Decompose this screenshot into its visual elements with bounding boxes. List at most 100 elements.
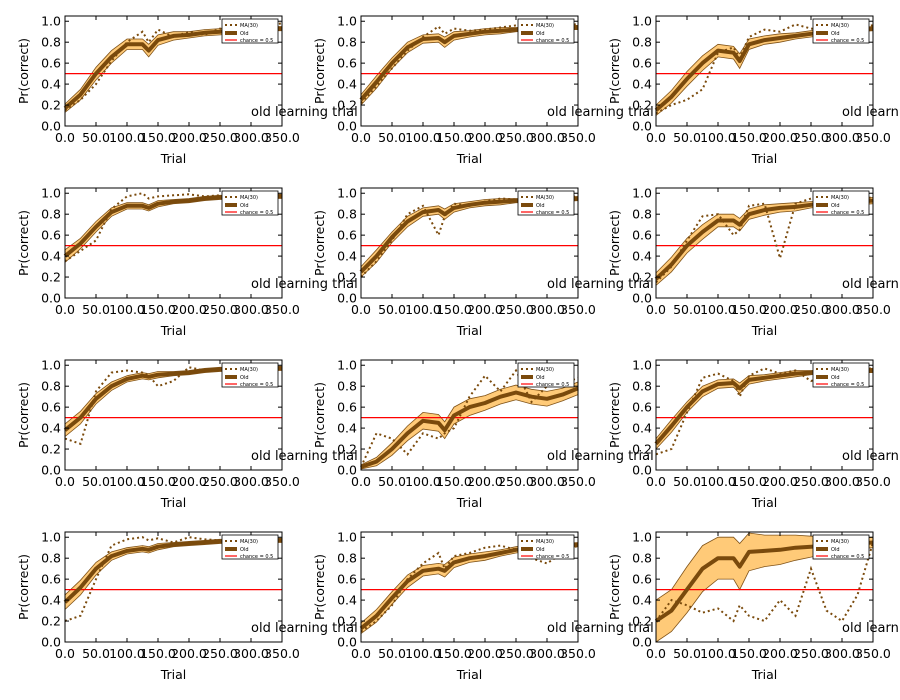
legend-entry: MA(30) xyxy=(536,195,554,201)
x-tick-label: 50.0 xyxy=(378,474,406,489)
legend-entry: chance = 0.5 xyxy=(536,382,569,388)
annotation-text: old learning trial xyxy=(547,277,654,292)
x-tick-label: 100.0 xyxy=(700,130,736,145)
legend-entry: Old xyxy=(831,203,840,209)
x-tick-label: 0.0 xyxy=(646,646,666,661)
x-tick-label: 200.0 xyxy=(762,130,798,145)
y-tick-label: 0.2 xyxy=(337,98,357,113)
x-tick-label: 50.0 xyxy=(378,302,406,317)
y-axis-label: Pr(correct) xyxy=(312,38,327,104)
x-tick-label: 100.0 xyxy=(405,646,441,661)
y-tick-label: 0.2 xyxy=(337,614,357,629)
x-tick-label: 200.0 xyxy=(467,302,503,317)
x-tick-label: 150.0 xyxy=(140,474,176,489)
x-tick-label: 100.0 xyxy=(109,130,145,145)
x-tick-label: 0.0 xyxy=(55,646,75,661)
x-tick-label: 250.0 xyxy=(202,130,238,145)
x-tick-label: 350.0 xyxy=(855,474,891,489)
legend-entry: Old xyxy=(240,547,249,553)
annotation-text: old learning trial xyxy=(547,621,654,636)
y-axis-label: Pr(correct) xyxy=(16,382,31,448)
x-tick-label: 350.0 xyxy=(560,646,596,661)
series-ma30-line xyxy=(360,368,579,468)
y-tick-label: 1.0 xyxy=(337,14,357,29)
y-tick-label: 0.6 xyxy=(41,56,61,71)
y-tick-label: 0.4 xyxy=(41,593,61,608)
annotation-text: old learning trial xyxy=(547,105,654,120)
x-axis-label: Trial xyxy=(751,667,778,682)
axes-frame xyxy=(360,15,579,127)
x-tick-label: 50.0 xyxy=(673,646,701,661)
y-tick-label: 1.0 xyxy=(337,530,357,545)
y-tick-label: 0.2 xyxy=(41,442,61,457)
y-tick-label: 0.0 xyxy=(41,635,61,650)
y-tick-label: 0.0 xyxy=(41,291,61,306)
y-tick-label: 0.4 xyxy=(337,249,357,264)
x-tick-label: 250.0 xyxy=(202,302,238,317)
x-axis-label: Trial xyxy=(160,323,187,338)
axes-frame xyxy=(64,15,283,127)
x-tick-label: 200.0 xyxy=(467,130,503,145)
y-tick-label: 0.8 xyxy=(41,551,61,566)
y-tick-label: 0.8 xyxy=(41,35,61,50)
x-tick-label: 50.0 xyxy=(82,646,110,661)
x-tick-label: 50.0 xyxy=(378,646,406,661)
axes-frame xyxy=(655,531,874,643)
x-tick-label: 350.0 xyxy=(855,646,891,661)
x-tick-label: 200.0 xyxy=(171,646,207,661)
legend-entry: Old xyxy=(831,31,840,37)
x-tick-label: 100.0 xyxy=(405,302,441,317)
legend-marker-old xyxy=(225,375,237,379)
x-tick-label: 300.0 xyxy=(824,646,860,661)
x-tick-label: 300.0 xyxy=(233,474,269,489)
x-tick-label: 200.0 xyxy=(467,474,503,489)
x-tick-label: 350.0 xyxy=(264,646,300,661)
annotation-text: old learning trial xyxy=(251,621,358,636)
legend-box xyxy=(517,362,575,388)
y-tick-label: 0.6 xyxy=(41,572,61,587)
y-tick-label: 0.6 xyxy=(632,228,652,243)
x-tick-label: 100.0 xyxy=(700,302,736,317)
y-tick-label: 0.6 xyxy=(632,572,652,587)
x-tick-label: 200.0 xyxy=(762,646,798,661)
y-axis-label: Pr(correct) xyxy=(16,210,31,276)
axes-frame xyxy=(655,187,874,299)
legend-entry: MA(30) xyxy=(831,23,849,29)
y-tick-label: 0.2 xyxy=(632,98,652,113)
legend-entry: Old xyxy=(536,31,545,37)
x-tick-label: 150.0 xyxy=(436,130,472,145)
y-tick-label: 1.0 xyxy=(41,186,61,201)
x-axis-label: Trial xyxy=(751,151,778,166)
y-tick-label: 0.8 xyxy=(337,379,357,394)
y-axis-label: Pr(correct) xyxy=(16,554,31,620)
x-tick-label: 250.0 xyxy=(498,474,534,489)
y-tick-label: 0.8 xyxy=(337,551,357,566)
y-tick-label: 0.2 xyxy=(41,614,61,629)
x-tick-label: 300.0 xyxy=(233,130,269,145)
y-tick-label: 0.2 xyxy=(41,270,61,285)
legend-entry: chance = 0.5 xyxy=(831,554,864,560)
series-ma30-line xyxy=(655,367,874,456)
y-tick-label: 0.8 xyxy=(337,35,357,50)
y-tick-label: 0.4 xyxy=(337,593,357,608)
legend-marker-old xyxy=(225,547,237,551)
y-tick-label: 0.4 xyxy=(632,421,652,436)
legend-entry: Old xyxy=(240,203,249,209)
y-tick-label: 0.4 xyxy=(41,421,61,436)
y-tick-label: 0.4 xyxy=(632,77,652,92)
x-tick-label: 300.0 xyxy=(529,474,565,489)
legend-entry: chance = 0.5 xyxy=(831,210,864,216)
x-tick-label: 200.0 xyxy=(762,302,798,317)
y-tick-label: 0.4 xyxy=(337,421,357,436)
y-tick-label: 0.4 xyxy=(41,249,61,264)
x-tick-label: 0.0 xyxy=(55,302,75,317)
y-tick-label: 1.0 xyxy=(632,530,652,545)
